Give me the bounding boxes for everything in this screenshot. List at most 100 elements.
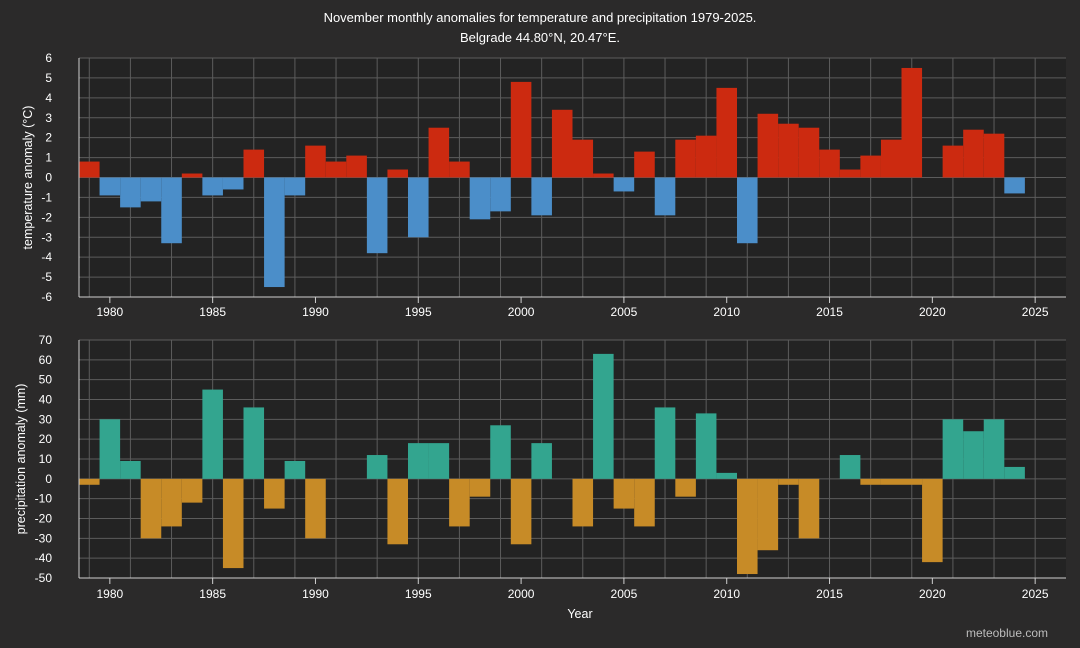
temperature-y-tick-label: 4: [45, 91, 52, 105]
precipitation-y-tick-label: 70: [39, 333, 53, 347]
x-axis-title: Year: [567, 607, 592, 621]
precipitation-y-tick-label: 20: [39, 432, 53, 446]
precipitation-bar-1983: [161, 478, 182, 527]
precipitation-bar-2024: [1004, 466, 1025, 479]
precipitation-bar-1996: [428, 443, 450, 479]
precipitation-bar-2010: [716, 472, 737, 479]
precipitation-bar-1995: [408, 443, 429, 479]
precipitation-bar-2006: [634, 478, 655, 527]
temperature-panel: 6 5 4 3 2 1 0 -1 -2 -3 -4 -5 -6 1980 1985 1990 1995 2000 2…: [21, 51, 1066, 319]
temperature-bar-2007: [654, 177, 676, 216]
temperature-bar-2006: [634, 151, 655, 178]
precipitation-bar-2019: [901, 478, 923, 485]
precipitation-bar-1990: [305, 478, 326, 539]
temperature-bar-1983: [161, 177, 182, 244]
precipitation-bar-1994: [387, 478, 408, 545]
temperature-bar-1989: [284, 177, 306, 196]
precipitation-bar-2012: [757, 478, 779, 551]
precipitation-bar-1993: [366, 455, 388, 479]
temperature-bar-1992: [346, 155, 367, 178]
temperature-x-tick-label: 2015: [816, 305, 843, 319]
precipitation-x-tick-label: 1980: [96, 587, 123, 601]
temperature-bar-1996: [428, 127, 450, 178]
temperature-y-tick-label: 5: [45, 71, 52, 85]
temperature-bar-2011: [737, 177, 758, 244]
temperature-y-tick-label: 0: [45, 171, 52, 185]
temperature-bar-1995: [408, 177, 429, 238]
precipitation-bar-1984: [181, 478, 203, 503]
temperature-x-tick-label: 2020: [919, 305, 946, 319]
precipitation-bar-2016: [839, 455, 861, 479]
temperature-bar-2005: [613, 177, 635, 192]
temperature-y-tick-label: 6: [45, 51, 52, 65]
precipitation-bar-2008: [675, 478, 696, 497]
precipitation-bar-2023: [983, 419, 1005, 479]
temperature-bar-1986: [222, 177, 244, 190]
temperature-bar-2015: [819, 149, 840, 178]
temperature-bar-2009: [695, 135, 717, 178]
temperature-bar-1990: [305, 145, 326, 178]
chart-subtitle: Belgrade 44.80°N, 20.47°E.: [460, 30, 620, 45]
temperature-bar-1988: [264, 177, 285, 288]
temperature-x-tick-label: 1985: [199, 305, 226, 319]
credit-text: meteoblue.com: [966, 626, 1048, 640]
precipitation-bar-2013: [778, 478, 799, 485]
precipitation-y-tick-label: -40: [35, 551, 53, 565]
precipitation-bar-2022: [963, 431, 984, 479]
precipitation-x-tick-label: 2025: [1022, 587, 1049, 601]
temperature-bar-2021: [942, 145, 964, 178]
temperature-y-tick-label: 2: [45, 131, 52, 145]
temperature-x-tick-label: 1995: [405, 305, 432, 319]
precipitation-bar-2020: [922, 478, 943, 563]
precipitation-bar-2003: [572, 478, 594, 527]
precipitation-bar-1998: [469, 478, 491, 497]
temperature-bar-1979: [79, 161, 100, 178]
temperature-bar-2000: [510, 81, 532, 178]
precipitation-y-tick-label: 50: [39, 373, 53, 387]
temperature-bar-1980: [99, 177, 121, 196]
temperature-bar-2023: [983, 133, 1005, 178]
precipitation-bar-1997: [449, 478, 470, 527]
temperature-y-tick-label: -4: [41, 250, 52, 264]
temperature-bar-2014: [798, 127, 820, 178]
temperature-bar-1997: [449, 161, 470, 178]
temperature-y-tick-label: -5: [41, 270, 52, 284]
precipitation-bar-1981: [120, 460, 141, 479]
precipitation-y-tick-label: -10: [35, 492, 53, 506]
precipitation-bar-2005: [613, 478, 635, 509]
temperature-y-tick-label: 3: [45, 111, 52, 125]
temperature-bar-2024: [1004, 177, 1025, 194]
precipitation-bar-2004: [593, 353, 614, 479]
precipitation-y-tick-label: -20: [35, 512, 53, 526]
precipitation-x-tick-label: 2020: [919, 587, 946, 601]
precipitation-bar-1986: [222, 478, 244, 569]
temperature-x-tick-label: 2005: [611, 305, 638, 319]
precipitation-bar-1980: [99, 419, 121, 479]
temperature-bar-1987: [243, 149, 265, 178]
temperature-x-tick-label: 2000: [508, 305, 535, 319]
precipitation-bar-2017: [860, 478, 881, 485]
temperature-bar-2002: [551, 109, 573, 178]
temperature-bar-2018: [880, 139, 902, 178]
temperature-bar-1982: [140, 177, 162, 202]
chart-title: November monthly anomalies for temperatu…: [324, 10, 757, 25]
temperature-bar-2022: [963, 129, 984, 178]
precipitation-y-axis-title: precipitation anomaly (mm): [14, 384, 28, 535]
temperature-bar-2016: [839, 169, 861, 178]
temperature-y-tick-label: -3: [41, 230, 52, 244]
temperature-bar-1984: [181, 173, 203, 178]
precipitation-x-tick-label: 1995: [405, 587, 432, 601]
temperature-y-axis-title: temperature anomaly (°C): [21, 106, 35, 250]
precipitation-x-tick-label: 1990: [302, 587, 329, 601]
temperature-bar-1999: [490, 177, 511, 212]
precipitation-y-tick-label: 30: [39, 412, 53, 426]
precipitation-x-tick-label: 1985: [199, 587, 226, 601]
temperature-bar-1993: [366, 177, 388, 254]
precipitation-bar-2001: [531, 443, 552, 479]
temperature-bar-1994: [387, 169, 408, 178]
temperature-y-tick-label: -6: [41, 290, 52, 304]
temperature-y-tick-label: 1: [45, 151, 52, 165]
precipitation-bar-2014: [798, 478, 820, 539]
precipitation-bar-2018: [880, 478, 902, 485]
